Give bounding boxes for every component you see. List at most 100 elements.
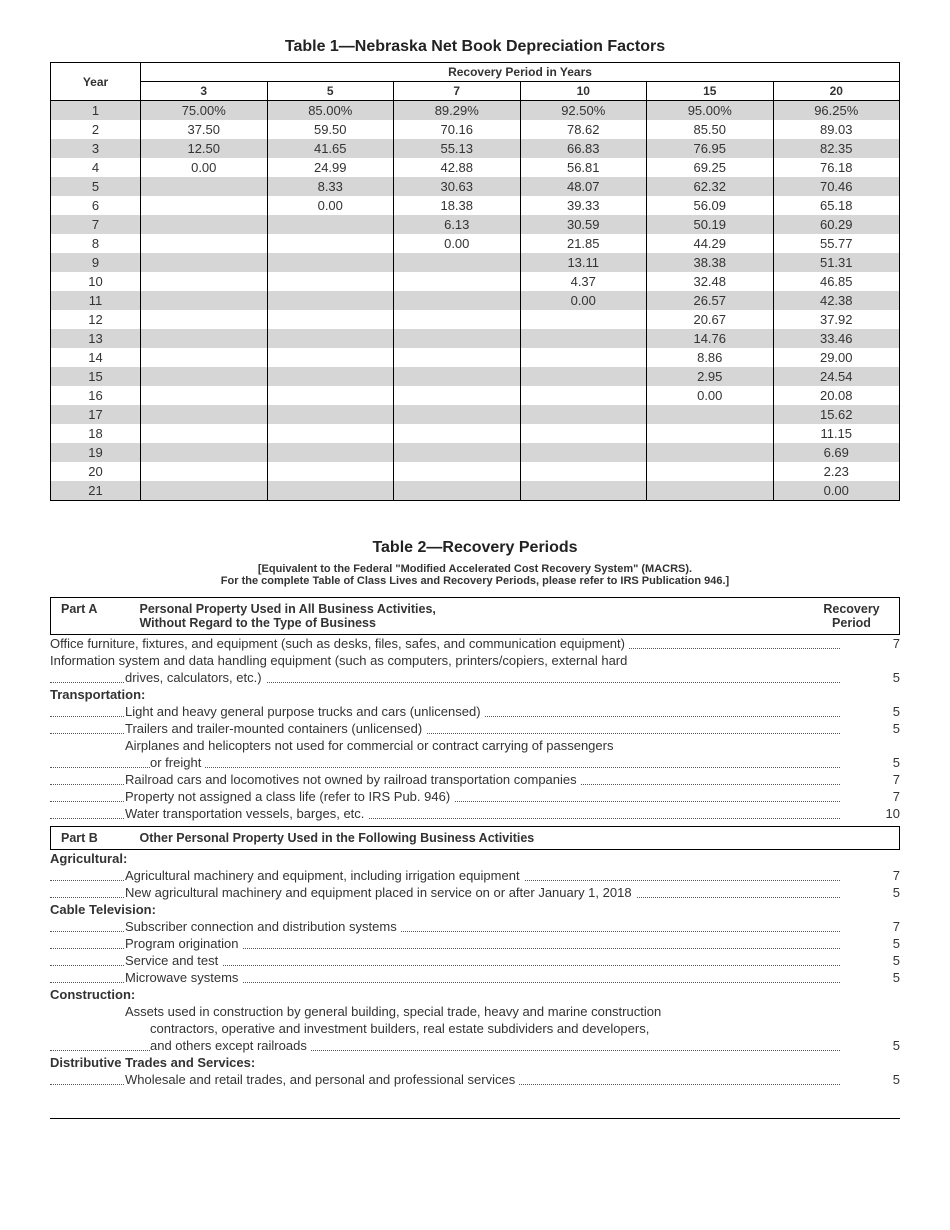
table1-value-cell (267, 310, 394, 329)
table1-value-cell: 96.25% (773, 101, 900, 121)
item-value: 5 (840, 754, 900, 771)
table1-col-header: 10 (520, 82, 647, 101)
page-rule (50, 1118, 900, 1119)
table1-value-cell (267, 443, 394, 462)
part-a-header: Part A Personal Property Used in All Bus… (51, 598, 900, 635)
table1-value-cell (394, 348, 521, 367)
table1-year-cell: 17 (51, 405, 141, 424)
part-b-title: Other Personal Property Used in the Foll… (139, 831, 534, 845)
table1-value-cell: 24.99 (267, 158, 394, 177)
item-text: Assets used in construction by general b… (50, 1003, 840, 1020)
table1-value-cell: 44.29 (647, 234, 774, 253)
table1-value-cell: 37.50 (141, 120, 268, 139)
table1-value-cell (141, 234, 268, 253)
table1-value-cell: 78.62 (520, 120, 647, 139)
item-value: 7 (840, 635, 900, 652)
table1-value-cell (394, 405, 521, 424)
table1-value-cell (141, 177, 268, 196)
table1-value-cell: 39.33 (520, 196, 647, 215)
table1-value-cell (520, 481, 647, 501)
table1-year-cell: 18 (51, 424, 141, 443)
part-b-items: Agricultural:Agricultural machinery and … (50, 850, 900, 1088)
table1-col-header: 3 (141, 82, 268, 101)
table1-year-cell: 16 (51, 386, 141, 405)
table1-value-cell: 89.03 (773, 120, 900, 139)
table1-year-cell: 5 (51, 177, 141, 196)
item-text: Program origination (50, 935, 840, 952)
table1-value-cell (267, 253, 394, 272)
table1-year-cell: 3 (51, 139, 141, 158)
table1-year-cell: 12 (51, 310, 141, 329)
table1-value-cell (647, 405, 774, 424)
table1-value-cell: 50.19 (647, 215, 774, 234)
table1-value-cell (267, 481, 394, 501)
recovery-period-header: RecoveryPeriod (814, 602, 889, 630)
item-value (840, 1003, 900, 1020)
table1-col-header: 7 (394, 82, 521, 101)
table1-value-cell (394, 367, 521, 386)
item-text: Railroad cars and locomotives not owned … (50, 771, 840, 788)
table1-value-cell: 20.08 (773, 386, 900, 405)
table1-value-cell (141, 481, 268, 501)
item-text: Microwave systems (50, 969, 840, 986)
table1-value-cell (141, 367, 268, 386)
table1-value-cell: 37.92 (773, 310, 900, 329)
part-a-title: Personal Property Used in All Business A… (139, 602, 435, 630)
table1-value-cell: 13.11 (520, 253, 647, 272)
item-value: 5 (840, 1037, 900, 1054)
table1-value-cell: 0.00 (267, 196, 394, 215)
item-value: 7 (840, 788, 900, 805)
table1-value-cell (647, 462, 774, 481)
table1-value-cell: 82.35 (773, 139, 900, 158)
item-value (840, 737, 900, 754)
table1-value-cell: 0.00 (394, 234, 521, 253)
table1-value-cell (394, 310, 521, 329)
table1-value-cell: 0.00 (647, 386, 774, 405)
table1-value-cell: 8.86 (647, 348, 774, 367)
item-value: 7 (840, 771, 900, 788)
table1-value-cell: 70.46 (773, 177, 900, 196)
table1-value-cell (141, 405, 268, 424)
item-value: 5 (840, 884, 900, 901)
item-text: Light and heavy general purpose trucks a… (50, 703, 840, 720)
table1-value-cell: 65.18 (773, 196, 900, 215)
table1-value-cell (267, 272, 394, 291)
table1-value-cell (141, 272, 268, 291)
table1-value-cell (394, 253, 521, 272)
table1-value-cell: 12.50 (141, 139, 268, 158)
table1-value-cell (141, 329, 268, 348)
table1-value-cell (394, 272, 521, 291)
item-text: Property not assigned a class life (refe… (50, 788, 840, 805)
table1-value-cell: 89.29% (394, 101, 521, 121)
table1-value-cell: 30.59 (520, 215, 647, 234)
table1-value-cell: 55.77 (773, 234, 900, 253)
table1-year-cell: 6 (51, 196, 141, 215)
item-value: 5 (840, 703, 900, 720)
item-text: Service and test (50, 952, 840, 969)
table1-value-cell (267, 367, 394, 386)
table1-value-cell: 59.50 (267, 120, 394, 139)
table1-value-cell (267, 348, 394, 367)
table1-value-cell (520, 386, 647, 405)
table1-value-cell: 76.95 (647, 139, 774, 158)
part-a-items: Office furniture, fixtures, and equipmen… (50, 635, 900, 822)
table1-value-cell (141, 443, 268, 462)
table1-value-cell: 46.85 (773, 272, 900, 291)
item-value: 5 (840, 952, 900, 969)
table1-value-cell: 14.76 (647, 329, 774, 348)
item-value: 5 (840, 720, 900, 737)
table1-value-cell: 60.29 (773, 215, 900, 234)
item-value: 10 (840, 805, 900, 822)
table1-value-cell: 66.83 (520, 139, 647, 158)
table1-value-cell: 0.00 (141, 158, 268, 177)
table2-title: Table 2—Recovery Periods (50, 539, 900, 557)
table2: Part A Personal Property Used in All Bus… (50, 597, 900, 635)
table1-year-cell: 9 (51, 253, 141, 272)
item-value: 5 (840, 969, 900, 986)
item-text: New agricultural machinery and equipment… (50, 884, 840, 901)
item-text: contractors, operative and investment bu… (50, 1020, 840, 1037)
item-text: Office furniture, fixtures, and equipmen… (50, 635, 840, 652)
table1-value-cell: 95.00% (647, 101, 774, 121)
table1-col-header: 20 (773, 82, 900, 101)
table1-value-cell: 70.16 (394, 120, 521, 139)
